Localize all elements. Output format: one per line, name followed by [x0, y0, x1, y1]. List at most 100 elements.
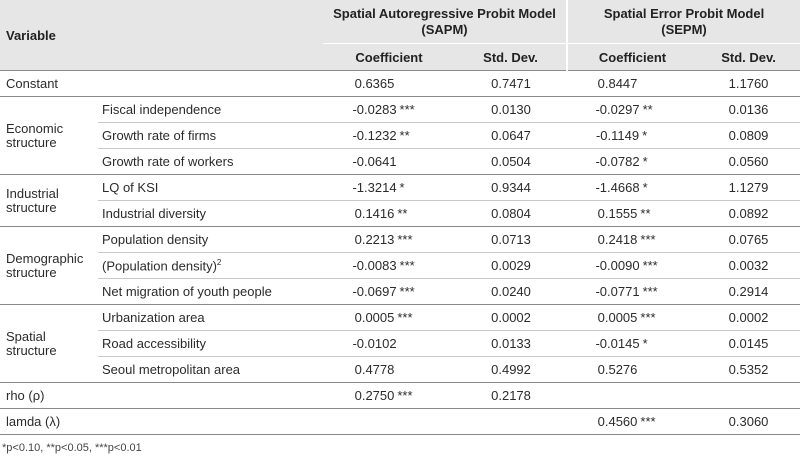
sapm-coefficient: 0.0005: [354, 310, 395, 325]
significance: ***: [640, 310, 656, 325]
sapm-coef-header: Coefficient: [323, 43, 455, 71]
sepm-coef-header: Coefficient: [566, 43, 698, 71]
significance: ***: [640, 232, 656, 247]
sapm-sd-header: Std. Dev.: [455, 43, 568, 71]
category-label: Economic structure: [6, 120, 64, 150]
sapm-std-dev: 0.2178: [491, 388, 531, 403]
row-label: lamda (λ): [6, 413, 61, 429]
significance: ***: [399, 258, 415, 273]
sapm-std-dev: 0.0804: [491, 206, 531, 221]
row-label: Population density: [102, 232, 209, 247]
significance: ***: [397, 232, 413, 247]
sapm-coefficient: 0.2750: [354, 388, 395, 403]
row-label: Growth rate of firms: [102, 128, 217, 143]
significance: **: [397, 206, 408, 221]
table-row: (Population density)2 -0.0083 *** 0.0029 …: [0, 253, 800, 279]
table-row: rho (ρ) 0.2750 *** 0.2178: [0, 383, 800, 409]
table-row: Demographic structure Population density…: [0, 227, 800, 279]
sapm-coefficient: 0.1416: [354, 206, 395, 221]
table-row: lamda (λ) 0.4560 *** 0.3060: [0, 409, 800, 435]
row-label: Net migration of youth people: [102, 284, 272, 299]
sepm-coefficient: 0.8447: [597, 76, 638, 91]
sapm-std-dev: 0.0240: [491, 284, 531, 299]
table-row: Growth rate of workers -0.0641 0.0504 -0…: [0, 149, 800, 175]
row-label: Constant: [6, 75, 59, 91]
sapm-std-dev: 0.7471: [491, 76, 531, 91]
row-label: Road accessibility: [102, 336, 207, 351]
sapm-coefficient: 0.6365: [354, 76, 395, 91]
sapm-coefficient: -0.0083: [352, 258, 397, 273]
table-row: Industrial diversity 0.1416 ** 0.0804 0.1…: [0, 201, 800, 227]
sepm-std-dev: 1.1760: [728, 76, 769, 91]
sapm-std-dev: [455, 409, 567, 435]
sepm-coefficient: 0.1555: [597, 206, 638, 221]
sapm-coefficient: -0.0641: [352, 154, 397, 169]
row-label: Fiscal independence: [102, 102, 222, 117]
sepm-std-dev: 0.5352: [728, 362, 769, 377]
significance: *: [642, 180, 648, 195]
sepm-header: Spatial Error Probit Model (SEPM): [566, 0, 800, 44]
sapm-coefficient: 0.4778: [354, 362, 395, 377]
category-label: Demographic structure: [6, 250, 84, 280]
sepm-coefficient: 0.2418: [597, 232, 638, 247]
sapm-std-dev: 0.0002: [491, 310, 531, 325]
sepm-std-dev: 0.0145: [728, 336, 769, 351]
sapm-std-dev: 0.4992: [491, 362, 531, 377]
row-label: LQ of KSI: [102, 180, 159, 195]
row-label: Urbanization area: [102, 310, 205, 325]
sepm-coefficient: -0.0090: [595, 258, 640, 273]
sepm-coefficient: -0.0145: [595, 336, 640, 351]
sapm-coefficient: -0.0283: [352, 102, 397, 117]
regression-results-table: Variable Spatial Autoregressive Probit M…: [0, 0, 800, 435]
sapm-std-dev: 0.0133: [491, 336, 531, 351]
significance: ***: [642, 284, 658, 299]
significance: ***: [642, 258, 658, 273]
category-label: Industrial structure: [6, 185, 59, 215]
sapm-std-dev: 0.0130: [491, 102, 531, 117]
significance-footnote: *p<0.10, **p<0.05, ***p<0.01: [2, 442, 142, 454]
table-row: Industrial structure LQ of KSI -1.3214 * …: [0, 175, 800, 214]
sepm-coefficient: 0.0005: [597, 310, 638, 325]
sepm-sd-header: Std. Dev.: [697, 43, 800, 71]
sepm-std-dev: 0.0002: [728, 310, 769, 325]
sepm-std-dev: 0.0032: [728, 258, 769, 273]
significance: ***: [399, 284, 415, 299]
sapm-std-dev: 0.0713: [491, 232, 531, 247]
significance: ***: [397, 388, 413, 403]
category-label: Spatial structure: [6, 328, 57, 358]
sepm-coefficient: 0.4560: [597, 414, 638, 429]
sepm-coefficient: -1.4668: [595, 180, 640, 195]
sepm-std-dev: 0.0136: [728, 102, 769, 117]
header-row: Variable Spatial Autoregressive Probit M…: [0, 0, 800, 71]
sepm-std-dev: 0.3060: [728, 414, 769, 429]
sapm-std-dev: 0.0029: [491, 258, 531, 273]
significance: ***: [399, 102, 415, 117]
sapm-std-dev: 0.0647: [491, 128, 531, 143]
significance: **: [640, 206, 651, 221]
sapm-coefficient: -0.0697: [352, 284, 397, 299]
significance: **: [642, 102, 653, 117]
sepm-std-dev: 0.0809: [728, 128, 769, 143]
sepm-std-dev: 0.0560: [728, 154, 769, 169]
sepm-coefficient: -0.0297: [595, 102, 640, 117]
sepm-std-dev: 0.0892: [728, 206, 769, 221]
sapm-coefficient: -1.3214: [352, 180, 397, 195]
row-label: rho (ρ): [6, 387, 45, 403]
row-label: Seoul metropolitan area: [102, 362, 241, 377]
significance: ***: [640, 414, 656, 429]
sepm-coefficient: 0.5276: [597, 362, 638, 377]
significance: *: [642, 154, 648, 169]
row-label: Industrial diversity: [102, 206, 207, 221]
superscript: 2: [216, 257, 222, 267]
sepm-coefficient: -0.0782: [595, 154, 640, 169]
sepm-coefficient: -0.0771: [595, 284, 640, 299]
significance: *: [399, 180, 405, 195]
table-row: Seoul metropolitan area 0.4778 0.4992 0.…: [0, 357, 800, 383]
sepm-std-dev: [697, 383, 800, 409]
sapm-std-dev: 0.0504: [491, 154, 531, 169]
sapm-coefficient: 0.2213: [354, 232, 395, 247]
table-row: Constant 0.6365 0.7471 0.8447 1.1760: [0, 71, 800, 97]
variable-header: Variable: [0, 0, 323, 71]
sepm-coefficient: -0.1149: [595, 128, 640, 143]
sepm-std-dev: 1.1279: [728, 180, 769, 195]
